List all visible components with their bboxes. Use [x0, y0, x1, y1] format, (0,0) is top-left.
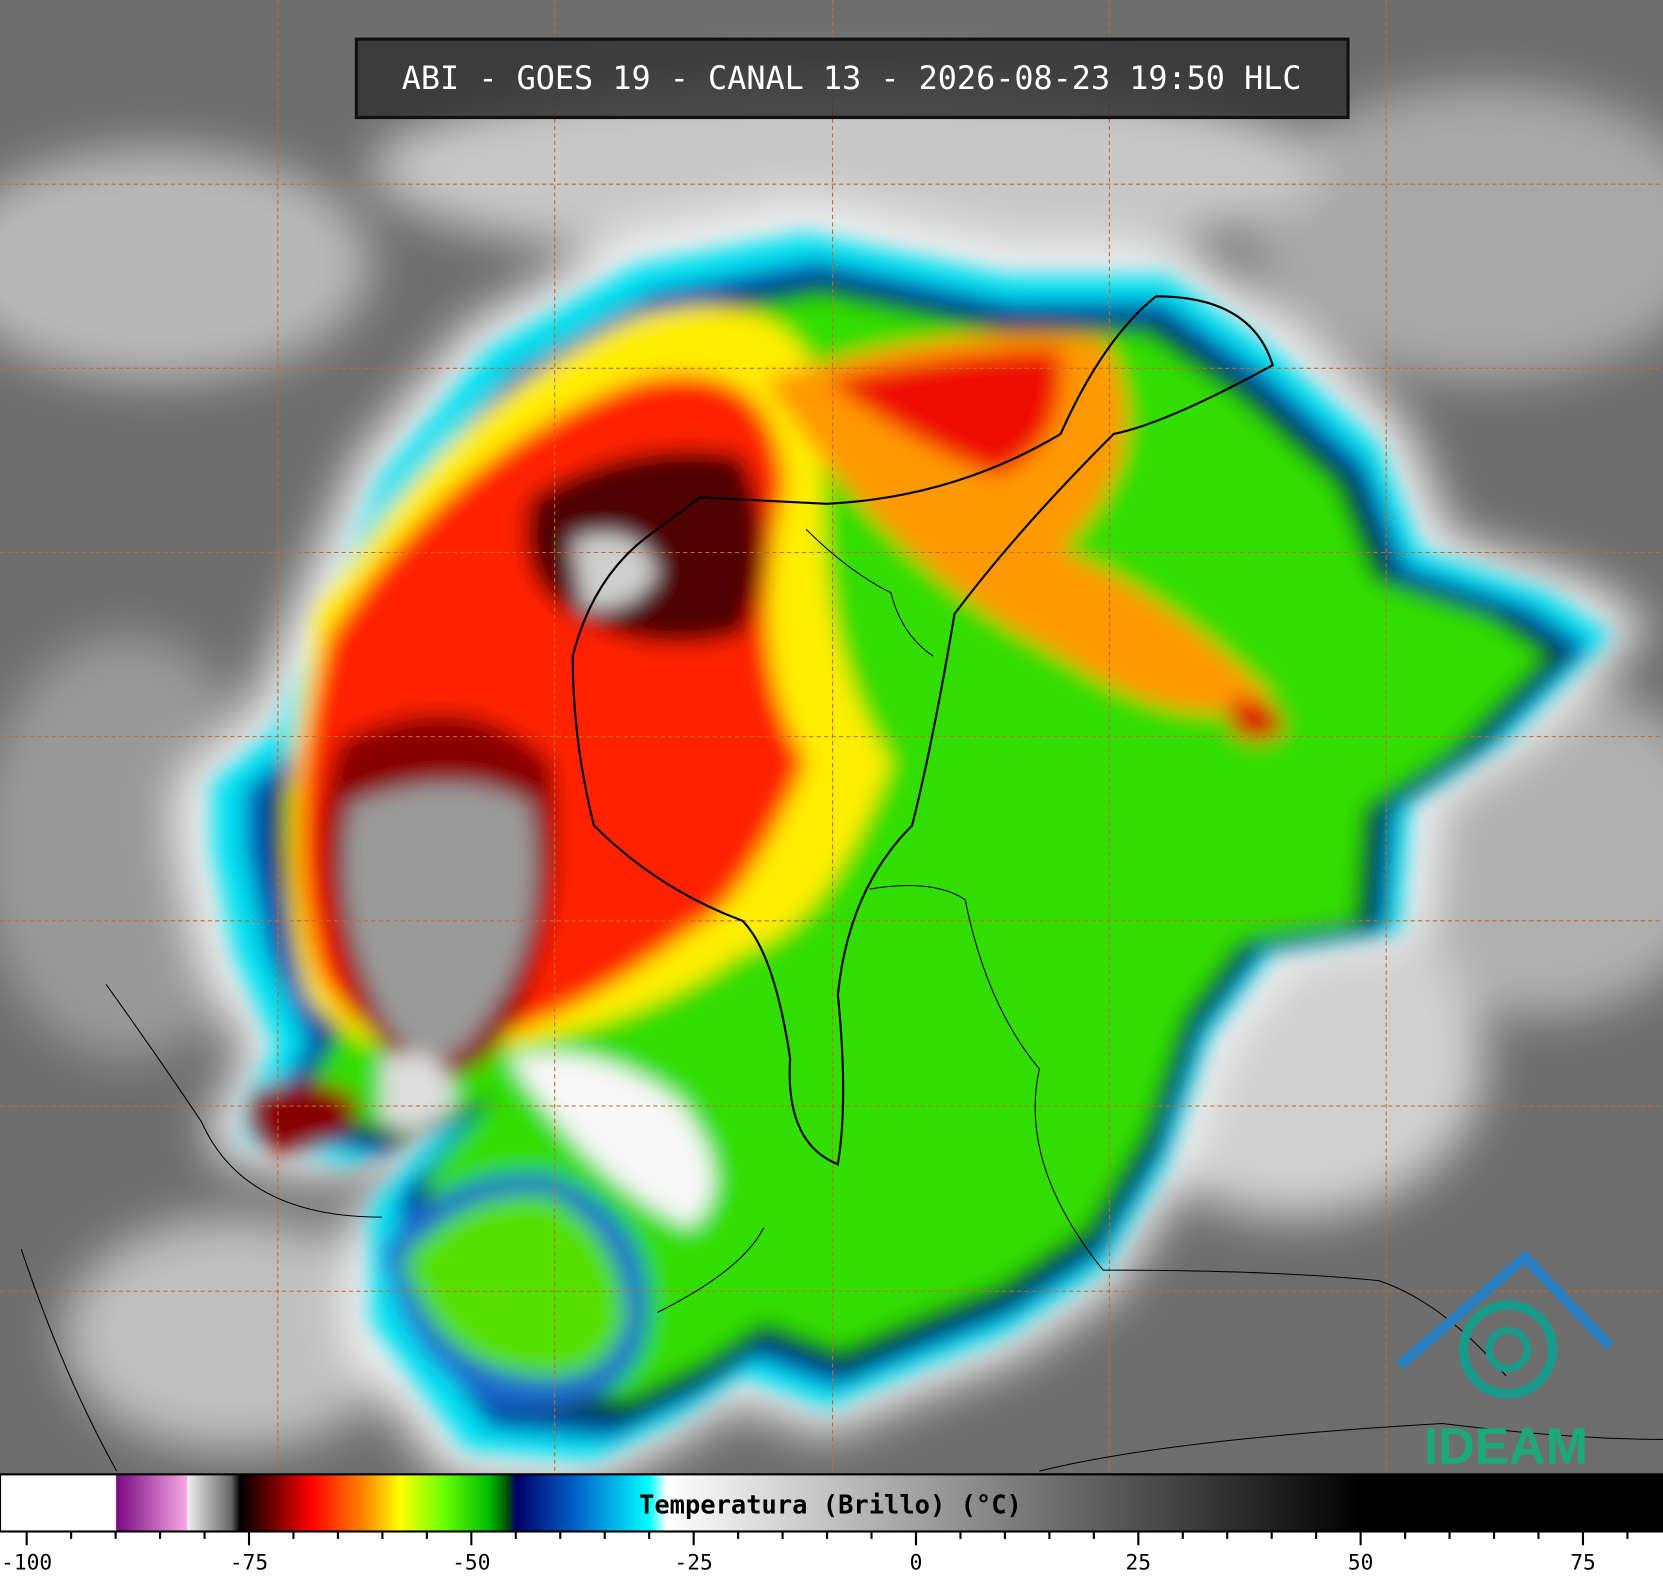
tick-label: 50 [1348, 1550, 1374, 1575]
title-box: ABI - GOES 19 - CANAL 13 - 2026-08-23 19… [354, 37, 1350, 120]
storm [212, 232, 1613, 1461]
tick-label: -100 [1, 1550, 52, 1575]
thin-clouds [0, 74, 1663, 1492]
logo-roof [1396, 1250, 1614, 1370]
graticule [0, 0, 1663, 1475]
title-background [354, 37, 1350, 120]
logo-text: IDEAM [1424, 1418, 1588, 1475]
tick-label: 0 [910, 1550, 923, 1575]
tick-label: -50 [452, 1550, 490, 1575]
tick-label: -25 [675, 1550, 713, 1575]
borders [20, 295, 1663, 1472]
tick-label: 25 [1126, 1550, 1152, 1575]
logo-swirl [1485, 1326, 1531, 1373]
colorbar-bar [0, 1473, 1663, 1533]
logo: IDEAM [1396, 1250, 1614, 1475]
imagery: ABI - GOES 19 - CANAL 13 - 2026-08-23 19… [0, 0, 1663, 1492]
title: ABI - GOES 19 - CANAL 13 - 2026-08-23 19… [402, 61, 1302, 97]
logo-swirl [1458, 1300, 1558, 1399]
colorbar: Temperatura (Brillo) (°C) -100 -75 -50 -25 0… [0, 1473, 1663, 1577]
tick-label: 75 [1570, 1550, 1596, 1575]
tick-label: -75 [230, 1550, 268, 1575]
colorbar-title: Temperatura (Brillo) (°C) [639, 1490, 1022, 1520]
